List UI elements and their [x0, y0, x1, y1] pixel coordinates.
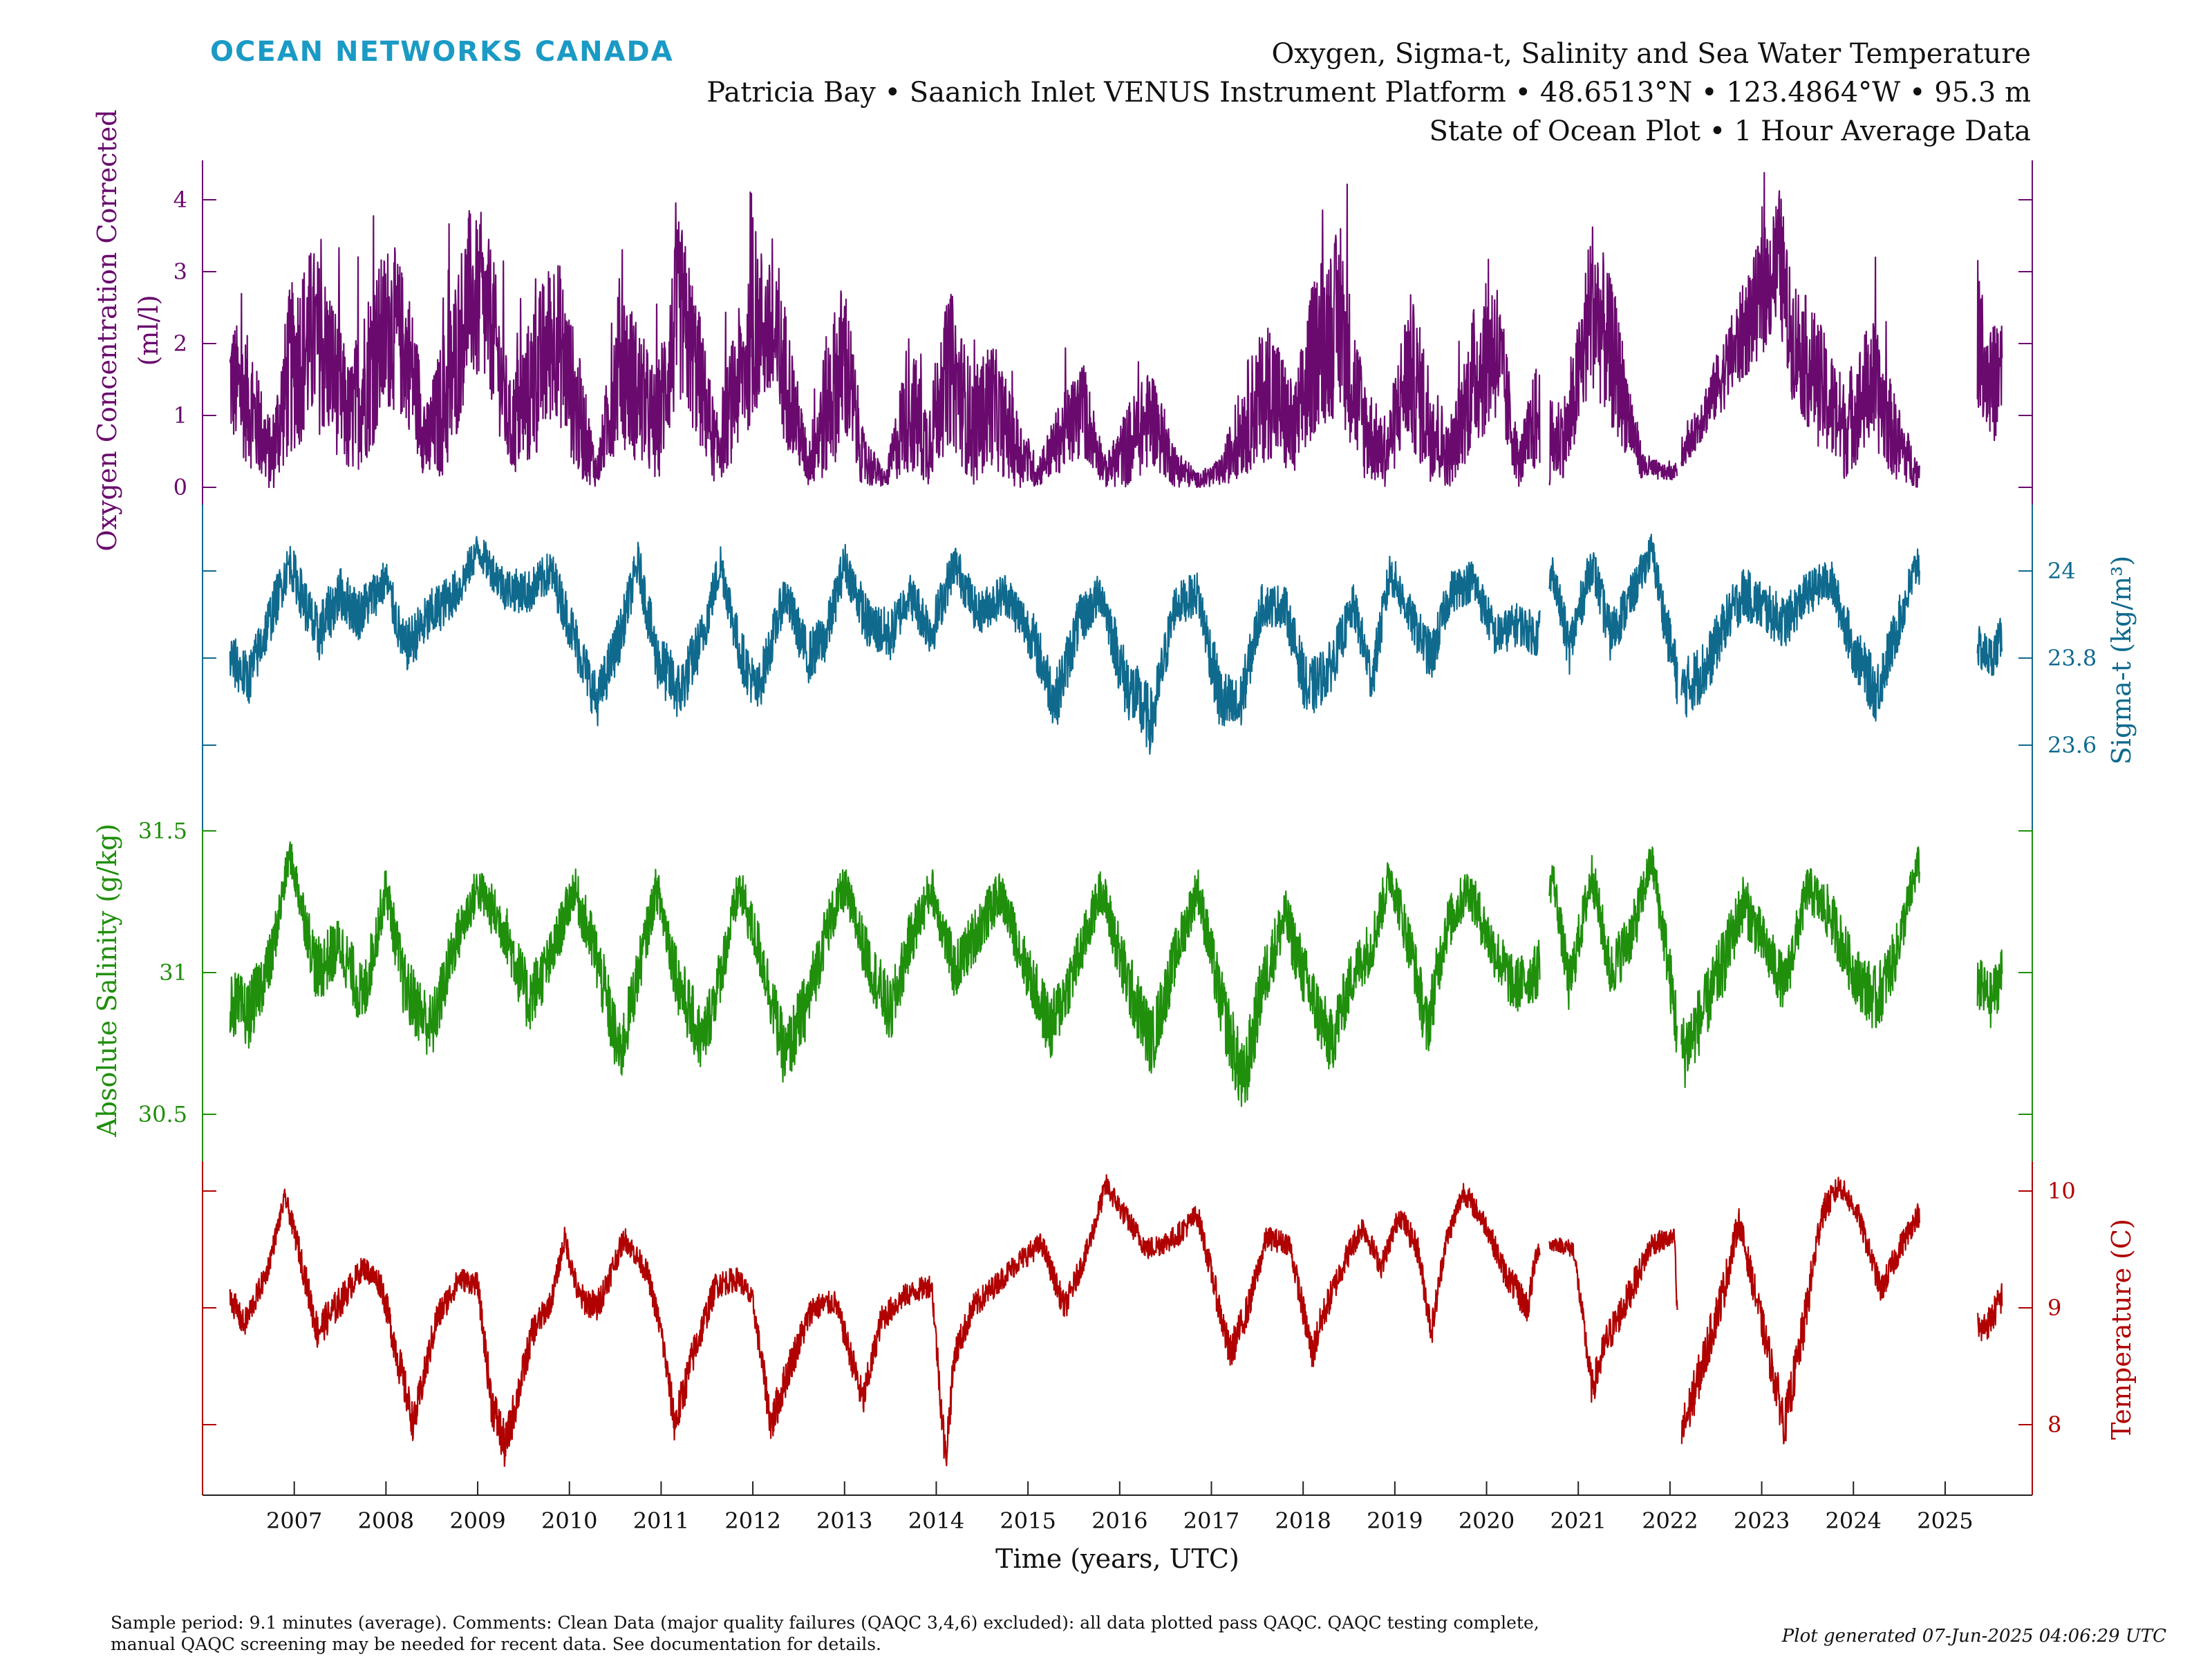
- salinity-tick-label: 31: [159, 959, 187, 986]
- oxygen-series-line: [1548, 226, 1678, 486]
- x-tick-label: 2020: [1459, 1508, 1515, 1534]
- temperature-tick-label: 9: [2047, 1295, 2061, 1321]
- chart-header: Oxygen, Sigma-t, Salinity and Sea Water …: [706, 35, 2031, 151]
- temperature-series-line: [1548, 1228, 1678, 1403]
- x-tick-label: 2009: [449, 1508, 505, 1534]
- x-tick-label: 2022: [1642, 1508, 1698, 1534]
- ocean-networks-canada-logo: OCEAN NETWORKS CANADA: [210, 36, 674, 68]
- plot-info: State of Ocean Plot • 1 Hour Average Dat…: [1429, 115, 2031, 147]
- salinity-series-line: [1548, 846, 1678, 1053]
- salinity-tick-label: 31.5: [138, 818, 187, 844]
- x-tick-label: 2013: [816, 1508, 872, 1534]
- temperature-series-line: [1976, 1283, 2003, 1342]
- oxygen-axis-unit-label: (ml/l): [133, 295, 164, 366]
- x-tick-label: 2018: [1275, 1508, 1331, 1534]
- sigma-axis-label: Sigma-t (kg/m³): [2106, 556, 2137, 765]
- sigma-tick-label: 23.8: [2047, 645, 2097, 671]
- sigma-tick-label: 24: [2047, 558, 2076, 584]
- oxygen-tick-label: 0: [174, 474, 187, 500]
- x-tick-label: 2024: [1826, 1508, 1882, 1534]
- x-tick-label: 2010: [541, 1508, 597, 1534]
- salinity-axis-label: Absolute Salinity (g/kg): [92, 823, 122, 1137]
- oxygen-axis-label: Oxygen Concentration Corrected: [92, 109, 122, 551]
- x-tick-label: 2023: [1734, 1508, 1790, 1534]
- salinity-series-line: [229, 841, 1541, 1107]
- chart-title: Oxygen, Sigma-t, Salinity and Sea Water …: [1271, 38, 2031, 70]
- x-tick-label: 2021: [1550, 1508, 1606, 1534]
- x-tick-label: 2019: [1367, 1508, 1423, 1534]
- sigma-series-line: [1976, 617, 2003, 676]
- oxygen-tick-label: 1: [174, 402, 187, 429]
- x-tick-label: 2017: [1183, 1508, 1239, 1534]
- x-tick-label: 2015: [1000, 1508, 1056, 1534]
- temperature-tick-label: 10: [2047, 1178, 2076, 1204]
- x-tick-label: 2016: [1091, 1508, 1147, 1534]
- salinity-series-line: [1680, 846, 1920, 1089]
- oxygen-tick-label: 2: [174, 330, 187, 357]
- sigma-series-line: [229, 536, 1541, 755]
- x-tick-label: 2025: [1917, 1508, 1973, 1534]
- sigma-series-line: [1680, 548, 1920, 722]
- x-tick-label: 2011: [633, 1508, 689, 1534]
- temperature-tick-label: 8: [2047, 1412, 2061, 1438]
- plot-generated-timestamp: Plot generated 07-Jun-2025 04:06:29 UTC: [1781, 1626, 2166, 1647]
- x-tick-label: 2012: [724, 1508, 780, 1534]
- footer-notes-line1: Sample period: 9.1 minutes (average). Co…: [111, 1613, 1539, 1633]
- temperature-axis-label: Temperature (C): [2106, 1219, 2137, 1440]
- x-tick-label: 2007: [266, 1508, 322, 1534]
- x-tick-label: 2008: [358, 1508, 414, 1534]
- temperature-series-line: [229, 1174, 1541, 1468]
- footer-notes-line2: manual QAQC screening may be needed for …: [111, 1634, 881, 1654]
- temperature-series-line: [1680, 1177, 1920, 1445]
- x-axis-label: Time (years, UTC): [995, 1544, 1239, 1574]
- x-tick-label: 2014: [908, 1508, 964, 1534]
- salinity-series-line: [1976, 949, 2003, 1029]
- footer-notes: Sample period: 9.1 minutes (average). Co…: [111, 1612, 1728, 1655]
- salinity-tick-label: 30.5: [138, 1101, 187, 1127]
- oxygen-tick-label: 3: [174, 259, 187, 285]
- sigma-series-line: [1548, 533, 1678, 704]
- oxygen-tick-label: 4: [174, 187, 187, 213]
- sigma-tick-label: 23.6: [2047, 732, 2097, 758]
- oxygen-series-line: [1680, 171, 1920, 488]
- oxygen-series-line: [1976, 260, 2003, 442]
- chart-subtitle: Patricia Bay • Saanich Inlet VENUS Instr…: [706, 77, 2031, 109]
- oxygen-series-line: [229, 183, 1541, 489]
